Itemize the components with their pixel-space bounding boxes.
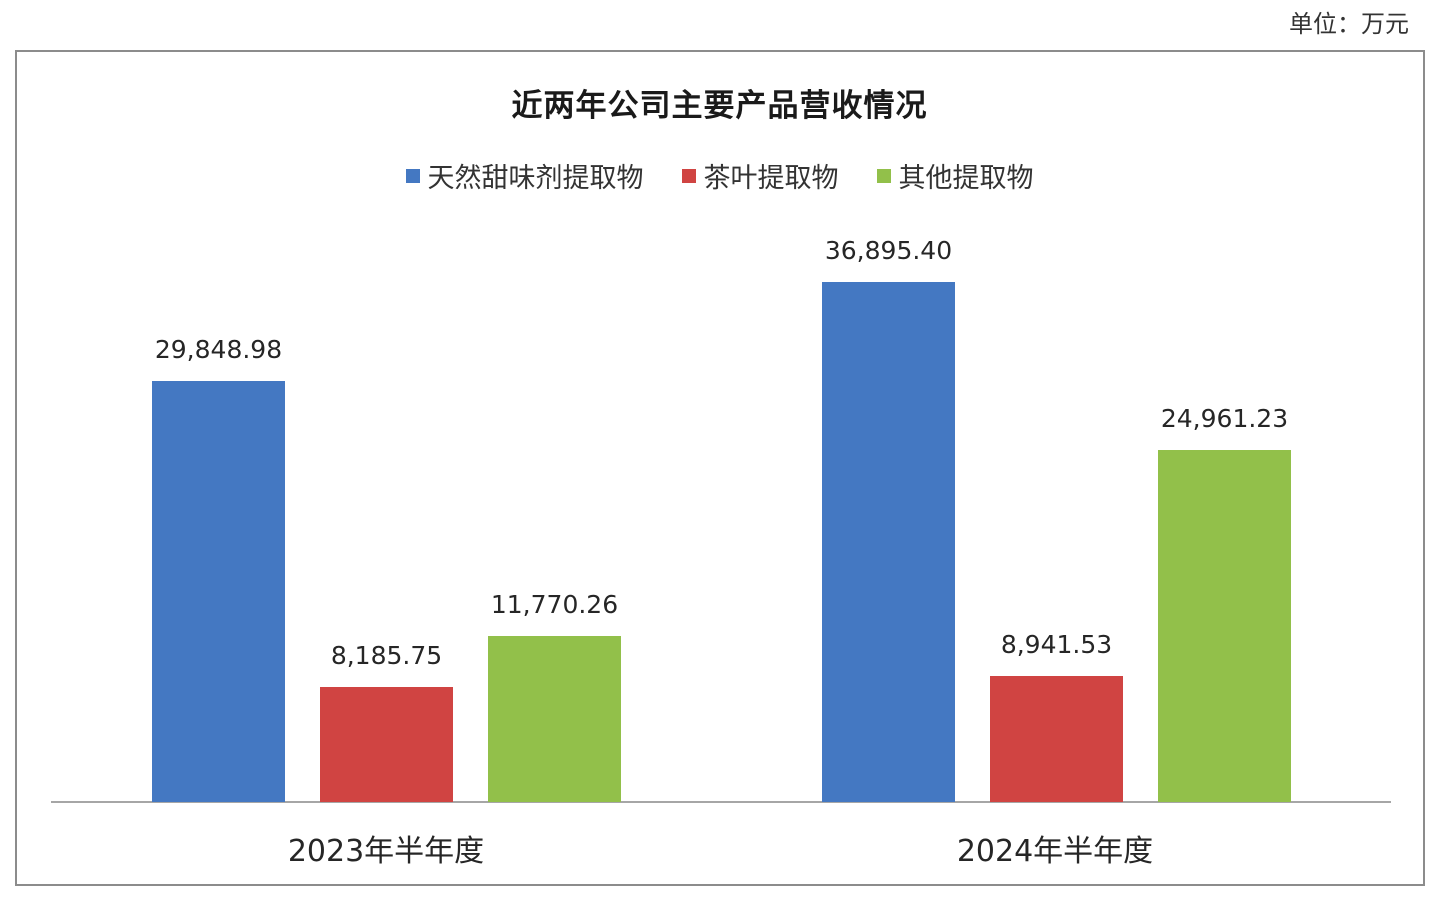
legend-swatch-icon	[876, 168, 891, 183]
data-label: 36,895.40	[824, 236, 953, 265]
legend-label: 其他提取物	[898, 163, 1034, 194]
legend-swatch-icon	[681, 168, 696, 183]
legend-swatch-icon	[405, 168, 420, 183]
bar	[488, 636, 621, 802]
bar	[1158, 450, 1291, 802]
bar	[320, 686, 453, 802]
legend-label: 天然甜味剂提取物	[427, 163, 644, 194]
category-label-2023: 2023年半年度	[287, 834, 485, 869]
category-label-2024: 2024年半年度	[956, 834, 1154, 869]
bar	[990, 675, 1123, 802]
data-label: 8,941.53	[1000, 629, 1113, 659]
x-axis-line	[51, 801, 1391, 803]
bar	[822, 282, 955, 802]
data-label: 8,185.75	[330, 640, 443, 670]
chart-legend: 天然甜味剂提取物 茶叶提取物 其他提取物	[0, 156, 1439, 195]
data-label: 11,770.26	[490, 590, 619, 620]
legend-item-other: 其他提取物	[876, 156, 1034, 195]
data-label: 24,961.23	[1160, 404, 1289, 434]
legend-label: 茶叶提取物	[703, 163, 839, 194]
legend-item-sweetener: 天然甜味剂提取物	[405, 156, 644, 195]
data-label: 29,848.98	[154, 335, 283, 365]
chart-title: 近两年公司主要产品营收情况	[511, 88, 928, 124]
unit-label: 单位：万元	[1289, 10, 1409, 38]
bar	[152, 381, 285, 802]
legend-item-tea: 茶叶提取物	[681, 156, 839, 195]
